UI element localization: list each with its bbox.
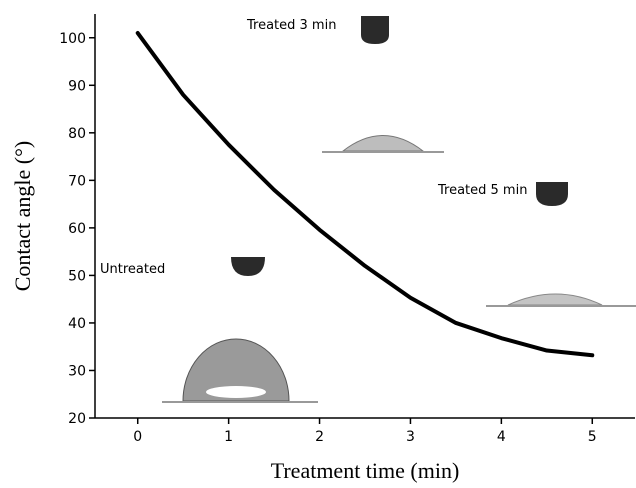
droplet: [507, 293, 603, 306]
x-tick-label: 0: [133, 429, 142, 445]
y-tick-label: 30: [68, 363, 86, 379]
annotation: Untreated: [100, 262, 165, 277]
y-tick-label: 100: [59, 31, 86, 47]
y-tick-label: 50: [68, 268, 86, 284]
droplet: [341, 135, 425, 152]
needle-drop: [231, 257, 265, 276]
x-tick-label: 5: [588, 429, 597, 445]
y-tick-label: 90: [68, 78, 86, 94]
y-tick-label: 40: [68, 316, 86, 332]
needle-drop: [361, 16, 389, 44]
y-axis-title: Contact angle (°): [10, 141, 35, 292]
x-tick-label: 1: [224, 429, 233, 445]
data-line: [135, 31, 595, 358]
x-tick-label: 4: [497, 429, 506, 445]
y-tick-label: 20: [68, 411, 86, 427]
y-tick-label: 80: [68, 126, 86, 142]
y-tick-label: 60: [68, 221, 86, 237]
x-tick-label: 2: [315, 429, 324, 445]
x-axis-title: Treatment time (min): [271, 458, 460, 483]
needle-drop: [536, 182, 568, 206]
annotation: Treated 3 min: [246, 18, 336, 33]
x-tick-label: 3: [406, 429, 415, 445]
droplet: [182, 338, 290, 402]
annotation: Treated 5 min: [437, 183, 527, 198]
y-tick-label: 70: [68, 173, 86, 189]
droplet-images: [162, 16, 636, 403]
droplet-highlight: [206, 386, 266, 398]
